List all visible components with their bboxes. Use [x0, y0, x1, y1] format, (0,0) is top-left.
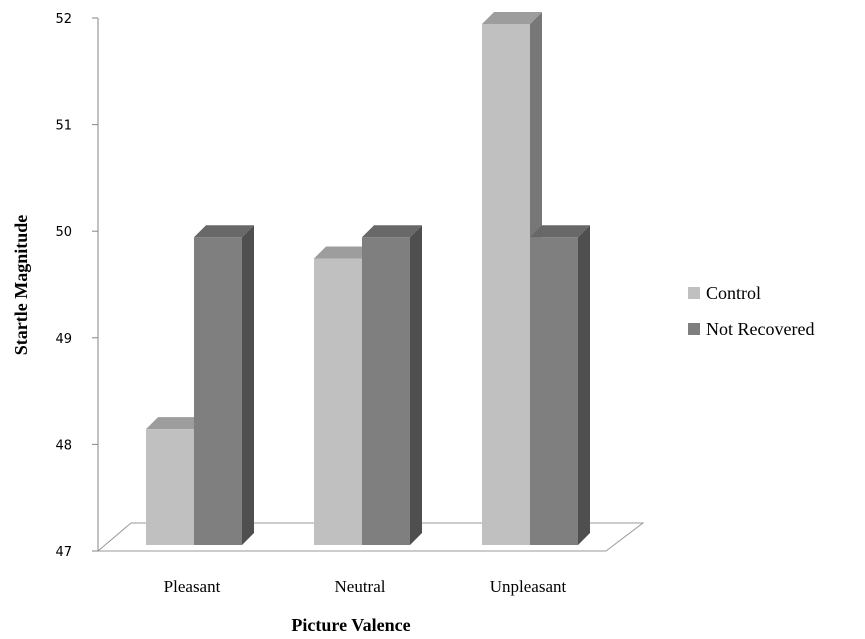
bar-front-face [146, 429, 194, 545]
legend-swatch [688, 323, 700, 335]
bar-top-face [194, 225, 254, 238]
bar-front-face [314, 258, 362, 545]
bar [194, 225, 254, 545]
bar [530, 225, 590, 545]
bar-front-face [194, 237, 242, 545]
legend-swatch [688, 287, 700, 299]
y-tick-label: 48 [55, 438, 72, 453]
bar-side-face [578, 225, 590, 545]
y-tick-label: 49 [55, 332, 72, 347]
legend-item: Not Recovered [688, 319, 814, 339]
y-tick-label: 52 [55, 12, 72, 27]
legend: Control Not Recovered [688, 283, 814, 339]
y-tick-label: 47 [55, 545, 72, 560]
bar-top-face [314, 246, 374, 259]
x-category-label: Neutral [335, 577, 386, 596]
bars [146, 12, 590, 545]
x-axis-title: Picture Valence [291, 615, 410, 635]
y-axis-title: Startle Magnitude [11, 215, 31, 355]
x-category-label: Unpleasant [490, 577, 567, 596]
bar-side-face [242, 225, 254, 545]
bar-side-face [410, 225, 422, 545]
legend-label: Control [706, 283, 761, 303]
bar-top-face [362, 225, 422, 238]
y-tick-label: 51 [55, 119, 72, 134]
x-axis-categories: Pleasant Neutral Unpleasant [164, 577, 567, 596]
y-tick-label: 50 [55, 225, 72, 240]
legend-item: Control [688, 283, 761, 303]
legend-label: Not Recovered [706, 319, 814, 339]
y-axis-ticks: 47 48 49 50 51 52 [55, 12, 98, 560]
x-category-label: Pleasant [164, 577, 221, 596]
bar-front-face [530, 237, 578, 545]
bar-top-face [146, 417, 206, 430]
bar [362, 225, 422, 545]
bar-top-face [482, 12, 542, 24]
bar-top-face [530, 225, 590, 238]
bar-front-face [362, 237, 410, 545]
bar-front-face [482, 24, 530, 545]
